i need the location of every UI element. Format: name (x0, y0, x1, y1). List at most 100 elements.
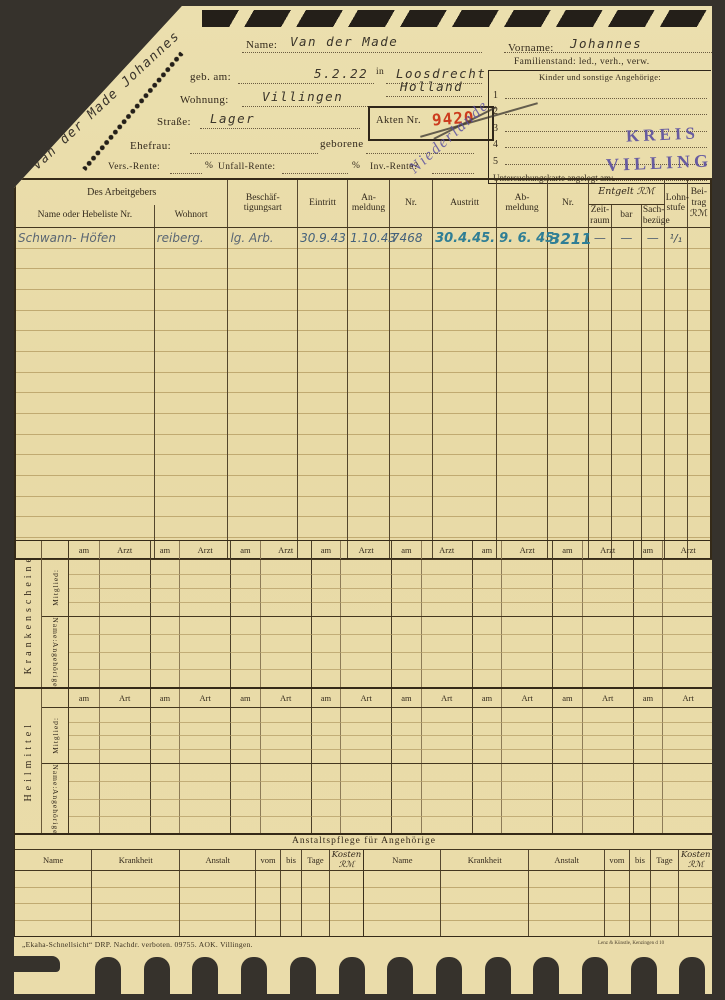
dotted-line (505, 147, 707, 148)
empty-cell (587, 288, 612, 311)
empty-cell (432, 537, 497, 559)
col-header-sachbezuege: Sach- bezüge (640, 204, 670, 228)
empty-cell (546, 330, 589, 352)
empty-cell (259, 651, 311, 670)
empty-cell (340, 560, 391, 574)
empty-cell (14, 413, 155, 435)
empty-cell (581, 616, 633, 635)
empty-cell (610, 309, 642, 331)
empty-cell (347, 330, 390, 352)
empty-cell (340, 708, 391, 722)
col-header-am: am (78, 693, 90, 703)
empty-cell (581, 651, 633, 670)
empty-cell (391, 573, 421, 588)
empty-cell (230, 634, 260, 652)
empty-cell (471, 634, 502, 652)
empty-cell (581, 634, 633, 652)
empty-cell (297, 537, 348, 559)
empty-cell (587, 392, 612, 414)
empty-cell (546, 371, 589, 393)
empty-cell (347, 516, 390, 538)
empty-cell (628, 919, 651, 936)
col-group-arbeitgeber: Des Arbeitgebers (14, 178, 229, 205)
empty-cell (632, 763, 663, 782)
vorname-underline (504, 51, 712, 53)
empty-cell (640, 433, 665, 455)
empty-cell (14, 475, 155, 497)
empty-cell (471, 748, 502, 763)
empty-cell (546, 392, 589, 414)
empty-cell (340, 616, 391, 635)
empty-cell (230, 616, 260, 635)
hatched-band (202, 10, 708, 27)
empty-cell (227, 516, 298, 538)
empty-cell (347, 413, 390, 435)
empty-cell (420, 721, 472, 736)
empty-cell (640, 371, 665, 393)
empty-cell (440, 903, 529, 920)
col-header: Tage (650, 850, 679, 871)
empty-cell (471, 651, 502, 670)
empty-row (14, 350, 711, 373)
empty-cell (440, 870, 529, 887)
empty-cell (328, 903, 364, 920)
empty-cell (420, 708, 472, 722)
name-label: Name: (246, 39, 278, 51)
empty-cell (388, 413, 433, 435)
col-header-am: am (310, 541, 341, 559)
empty-cell (587, 454, 612, 476)
entry-nr2: 3211 (549, 230, 592, 249)
empty-cell (496, 454, 548, 476)
entry-anmeldung: 1.10.43 (350, 230, 396, 245)
empty-cell (610, 392, 642, 414)
entry-employer: Schwann- Höfen (18, 230, 116, 245)
empty-cell (632, 601, 663, 616)
entry-nr1: 7468 (391, 230, 423, 245)
mitglied-subsection: Mitglied: (42, 560, 712, 616)
empty-cell (227, 288, 298, 311)
label-text: Mitglied: (50, 716, 60, 754)
empty-cell (340, 798, 391, 817)
empty-cell (420, 587, 472, 602)
empty-cell (640, 350, 665, 373)
empty-cell (227, 433, 298, 455)
krankenscheine-section: Krankenscheine am Arzt am Arzt am Arzt am Arzt a… (14, 540, 712, 688)
empty-cell (471, 781, 502, 799)
empty-cell (297, 475, 348, 497)
empty-cell (662, 651, 712, 670)
entry-zeitraum: — (593, 230, 606, 245)
empty-cell (420, 651, 472, 670)
empty-cell (301, 919, 330, 936)
col-header-type: Arzt (179, 541, 230, 559)
empty-cell (230, 601, 260, 616)
empty-cell (552, 748, 582, 763)
label-text: Angehörige (50, 788, 60, 834)
col-header-type: Art (98, 689, 150, 707)
empty-cell (610, 288, 642, 311)
empty-cell (69, 764, 99, 782)
col-header-type: Art (420, 689, 472, 707)
empty-cell (632, 560, 663, 574)
empty-cell (587, 268, 612, 290)
empty-row (14, 392, 711, 414)
empty-cell (496, 371, 548, 393)
empty-cell (69, 587, 99, 602)
empty-cell (528, 919, 605, 936)
empty-cell (153, 433, 228, 455)
unfall-rente-label: Unfall-Rente: (218, 162, 276, 172)
binding-slot (387, 957, 414, 994)
empty-cell (663, 392, 688, 414)
empty-cell (496, 495, 548, 517)
empty-cell (347, 392, 390, 414)
name-underline (242, 51, 482, 53)
empty-cell (98, 651, 150, 670)
empty-cell (310, 798, 341, 817)
empty-cell (552, 781, 582, 799)
wohnung-underline (242, 105, 368, 107)
col-header-am: am (552, 689, 582, 707)
empty-cell (153, 537, 228, 559)
empty-cell (686, 516, 711, 538)
empty-cell (610, 371, 642, 393)
empty-cell (14, 392, 155, 414)
col-header-type: Art (340, 689, 391, 707)
